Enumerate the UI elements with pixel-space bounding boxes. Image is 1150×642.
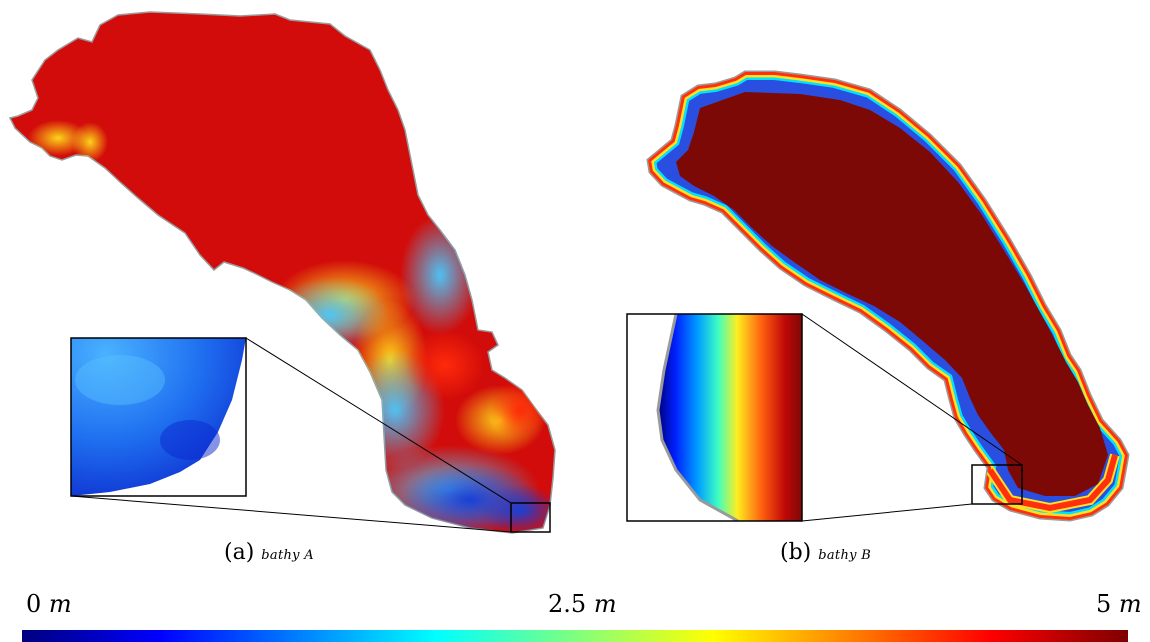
caption-b-label: (b) xyxy=(780,540,812,565)
caption-a-name: bathy A xyxy=(261,548,314,563)
colorbar-min-unit: m xyxy=(48,590,72,618)
colorbar-mid-value: 2.5 xyxy=(548,590,587,618)
colorbar-mid-unit: m xyxy=(593,590,617,618)
zoom-box-b xyxy=(971,464,1023,505)
colorbar-min-label: 0 m xyxy=(26,590,72,618)
colorbar-min-value: 0 xyxy=(26,590,42,618)
zoom-box-a xyxy=(510,502,551,533)
colorbar-max-label: 5 m xyxy=(1096,590,1142,618)
colorbar-max-value: 5 xyxy=(1096,590,1112,618)
inset-a xyxy=(70,337,247,497)
caption-b-name: bathy B xyxy=(818,548,872,563)
inset-b xyxy=(626,313,803,522)
map-b xyxy=(626,70,1130,522)
caption-a-label: (a) xyxy=(224,540,255,565)
depth-colorbar xyxy=(22,630,1128,642)
caption-b: (b) bathy B xyxy=(780,540,871,565)
colorbar-mid-label: 2.5 m xyxy=(548,590,617,618)
caption-a: (a) bathy A xyxy=(224,540,314,565)
map-a xyxy=(9,11,556,534)
colorbar-max-unit: m xyxy=(1118,590,1142,618)
